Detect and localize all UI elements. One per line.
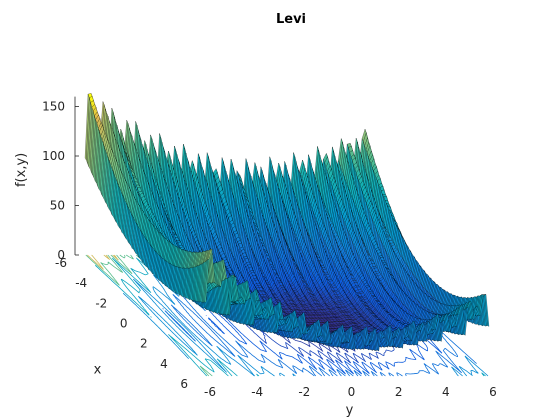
surface-mesh [84,93,490,352]
chart-title: Levi [276,12,306,27]
contour-line [87,254,119,270]
